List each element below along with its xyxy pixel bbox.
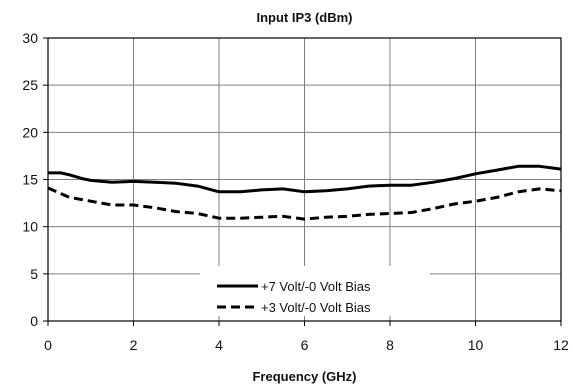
y-tick-label: 10 [22,219,38,235]
x-tick-label: 0 [44,337,52,353]
y-tick-label: 15 [22,172,38,188]
x-tick-label: 2 [130,337,138,353]
y-tick-label: 30 [22,30,38,46]
series-lines [47,164,562,221]
x-tick-label: 8 [386,337,394,353]
x-tick-label: 4 [215,337,223,353]
x-axis-ticks: 0 2 4 6 8 10 12 [44,321,569,353]
x-tick-label: 6 [301,337,309,353]
legend-label-7v: +7 Volt/-0 Volt Bias [261,279,371,294]
legend-label-3v: +3 Volt/-0 Volt Bias [261,300,371,315]
y-tick-label: 20 [22,124,38,140]
x-tick-label: 12 [553,337,569,353]
x-tick-label: 10 [468,337,484,353]
y-axis-ticks: 0 5 10 15 20 25 30 [22,30,48,329]
x-axis-label: Frequency (GHz) [252,369,356,384]
y-tick-label: 5 [30,266,38,282]
y-tick-label: 25 [22,77,38,93]
y-tick-label: 0 [30,313,38,329]
legend: +7 Volt/-0 Volt Bias +3 Volt/-0 Volt Bia… [200,266,430,316]
series-line-7v-solid [48,164,562,194]
series-line-3v-dashed [47,186,562,221]
chart-title: Input IP3 (dBm) [256,10,352,25]
